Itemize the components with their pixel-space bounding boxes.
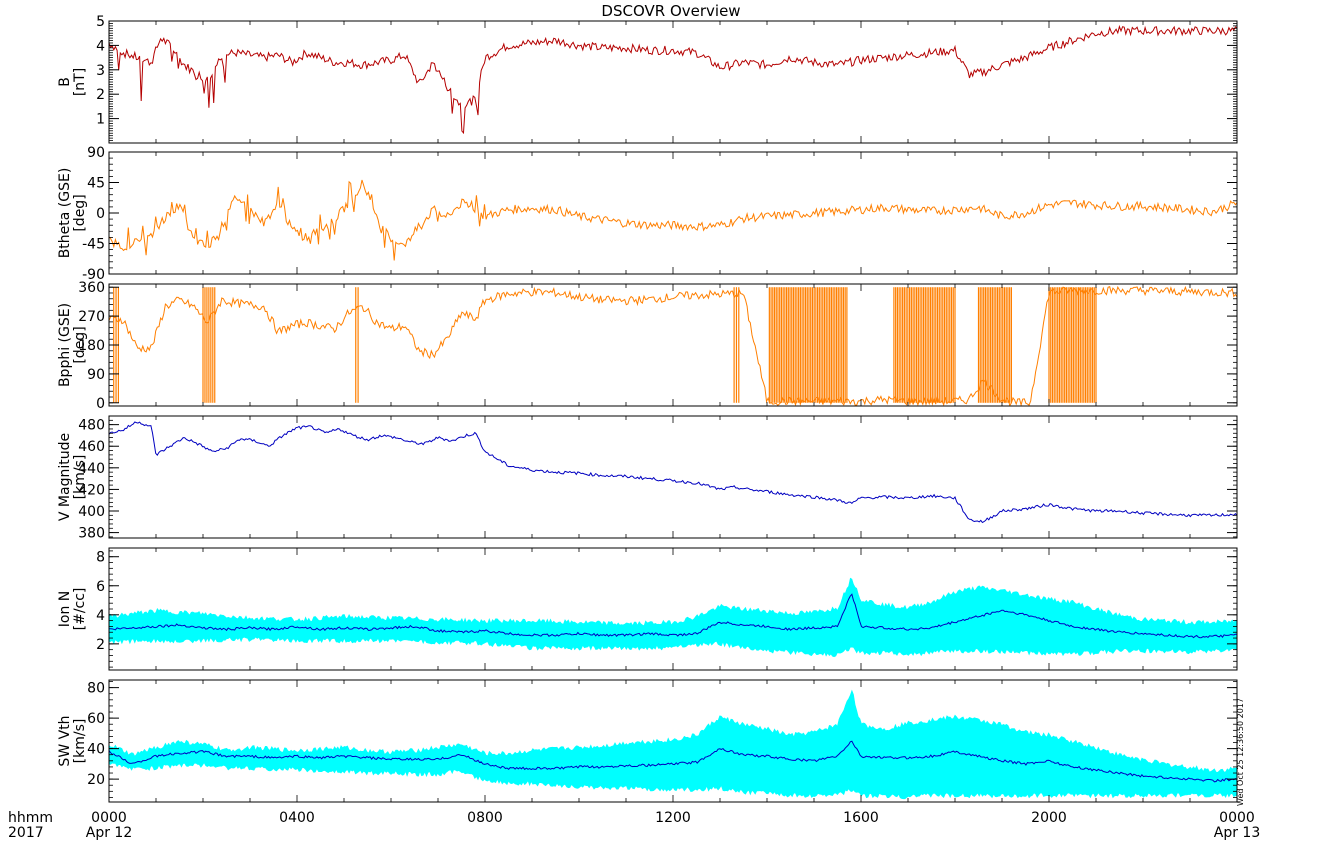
time-tick-label: 0800 — [467, 810, 503, 826]
y-tick-label: 180 — [78, 338, 105, 354]
plot-area — [109, 285, 1237, 406]
x-ticks — [108, 548, 1238, 670]
y-axis-unit: [km/s] — [72, 455, 88, 500]
y-tick-label: 420 — [78, 482, 105, 498]
y-tick-label: 4 — [96, 38, 105, 54]
plot-area — [109, 421, 1237, 524]
series-line — [109, 421, 1237, 524]
y-axis-title: B — [57, 77, 73, 87]
y-axis: 2 4 6 8 — [96, 550, 1237, 668]
y-axis-title: Bpphi (GSE) — [57, 303, 73, 387]
y-tick-label: 6 — [96, 579, 105, 595]
y-tick-label: 60 — [87, 711, 105, 727]
y-tick-label: 45 — [87, 176, 105, 192]
time-tick-label: 1200 — [655, 810, 691, 826]
figure-title: DSCOVR Overview — [601, 2, 740, 20]
mean-line — [109, 740, 1237, 783]
plot-area — [109, 689, 1237, 800]
panel-frame — [108, 151, 1238, 275]
panel-6: 20 40 60 80 SW Vth [km/s] — [57, 679, 1238, 803]
panel-3: 0 90 180 270 360 Bpphi (GSE) [deg] — [57, 280, 1238, 412]
date-tick-label: Apr 12 — [86, 825, 132, 841]
time-tick-label: 2000 — [1031, 810, 1067, 826]
x-ticks — [108, 680, 1238, 802]
y-tick-label: 1 — [96, 112, 105, 128]
plot-area — [109, 577, 1237, 658]
y-axis: 380 400 420 440 460 480 — [78, 415, 1237, 542]
y-axis-unit: [km/s] — [72, 719, 88, 764]
spread-band — [109, 689, 1237, 800]
y-axis-unit: [#/cc] — [72, 588, 88, 631]
panel-frame — [108, 20, 1238, 144]
x-ticks — [108, 416, 1238, 538]
time-tick-label: 1600 — [843, 810, 879, 826]
y-tick-label: 90 — [87, 145, 105, 161]
y-axis-title: Ion N — [57, 591, 73, 628]
y-tick-label: 480 — [78, 418, 105, 434]
time-axis-row-label-top: hhmm — [8, 810, 53, 826]
y-axis: 0 90 180 270 360 — [78, 280, 1237, 412]
panel-4: 380 400 420 440 460 480 V Magnitude [km/s] — [57, 415, 1238, 542]
y-axis: -90 -45 0 45 90 — [82, 145, 1237, 283]
y-axis-title: V Magnitude — [57, 433, 73, 521]
plot-area — [109, 179, 1237, 261]
y-tick-label: 20 — [87, 772, 105, 788]
y-tick-label: 4 — [96, 608, 105, 624]
y-tick-label: 2 — [96, 87, 105, 103]
y-tick-label: 360 — [78, 280, 105, 296]
y-tick-label: 400 — [78, 504, 105, 520]
y-axis-unit: [deg] — [72, 326, 88, 363]
y-tick-label: 5 — [96, 14, 105, 30]
y-axis-unit: [deg] — [72, 194, 88, 231]
mean-line — [109, 593, 1237, 639]
x-ticks — [108, 21, 1238, 143]
panel-2: -90 -45 0 45 90 Btheta (GSE) [deg] — [57, 145, 1238, 283]
y-tick-label: 80 — [87, 681, 105, 697]
y-tick-label: -90 — [82, 267, 105, 283]
y-axis-title: SW Vth — [57, 715, 73, 766]
time-axis-row-label-bottom: 2017 — [8, 825, 44, 841]
y-tick-label: 440 — [78, 461, 105, 477]
panel-frame — [108, 415, 1238, 539]
panel-1: 1 2 3 4 5 B [nT] — [57, 14, 1238, 144]
panel-5: 2 4 6 8 Ion N [#/cc] — [57, 547, 1238, 671]
y-axis: 1 2 3 4 5 — [96, 14, 1237, 144]
y-axis-title: Btheta (GSE) — [57, 168, 73, 259]
y-tick-label: 2 — [96, 637, 105, 653]
spread-band — [109, 577, 1237, 658]
time-tick-label: 0400 — [279, 810, 315, 826]
time-tick-label: 0000 — [1219, 810, 1255, 826]
y-axis-unit: [nT] — [72, 68, 88, 96]
y-tick-label: 40 — [87, 742, 105, 758]
x-ticks — [108, 152, 1238, 274]
series-line — [109, 179, 1237, 261]
y-tick-label: 90 — [87, 367, 105, 383]
x-ticks — [108, 284, 1238, 406]
y-tick-label: 8 — [96, 550, 105, 566]
y-tick-label: 270 — [78, 309, 105, 325]
y-tick-label: -45 — [82, 237, 105, 253]
generation-timestamp: Wed Oct 25 12:36:50 2017 — [1236, 698, 1245, 806]
time-tick-label: 0000 — [91, 810, 127, 826]
y-axis: 20 40 60 80 — [87, 681, 1237, 798]
plot-area — [109, 24, 1237, 135]
y-tick-label: 3 — [96, 63, 105, 79]
y-tick-label: 380 — [78, 526, 105, 542]
series-line — [109, 24, 1237, 135]
date-tick-label: Apr 13 — [1214, 825, 1260, 841]
phi-wrap-spikes — [113, 287, 1097, 403]
y-tick-label: 460 — [78, 439, 105, 455]
y-tick-label: 0 — [96, 206, 105, 222]
y-tick-label: 0 — [96, 396, 105, 412]
